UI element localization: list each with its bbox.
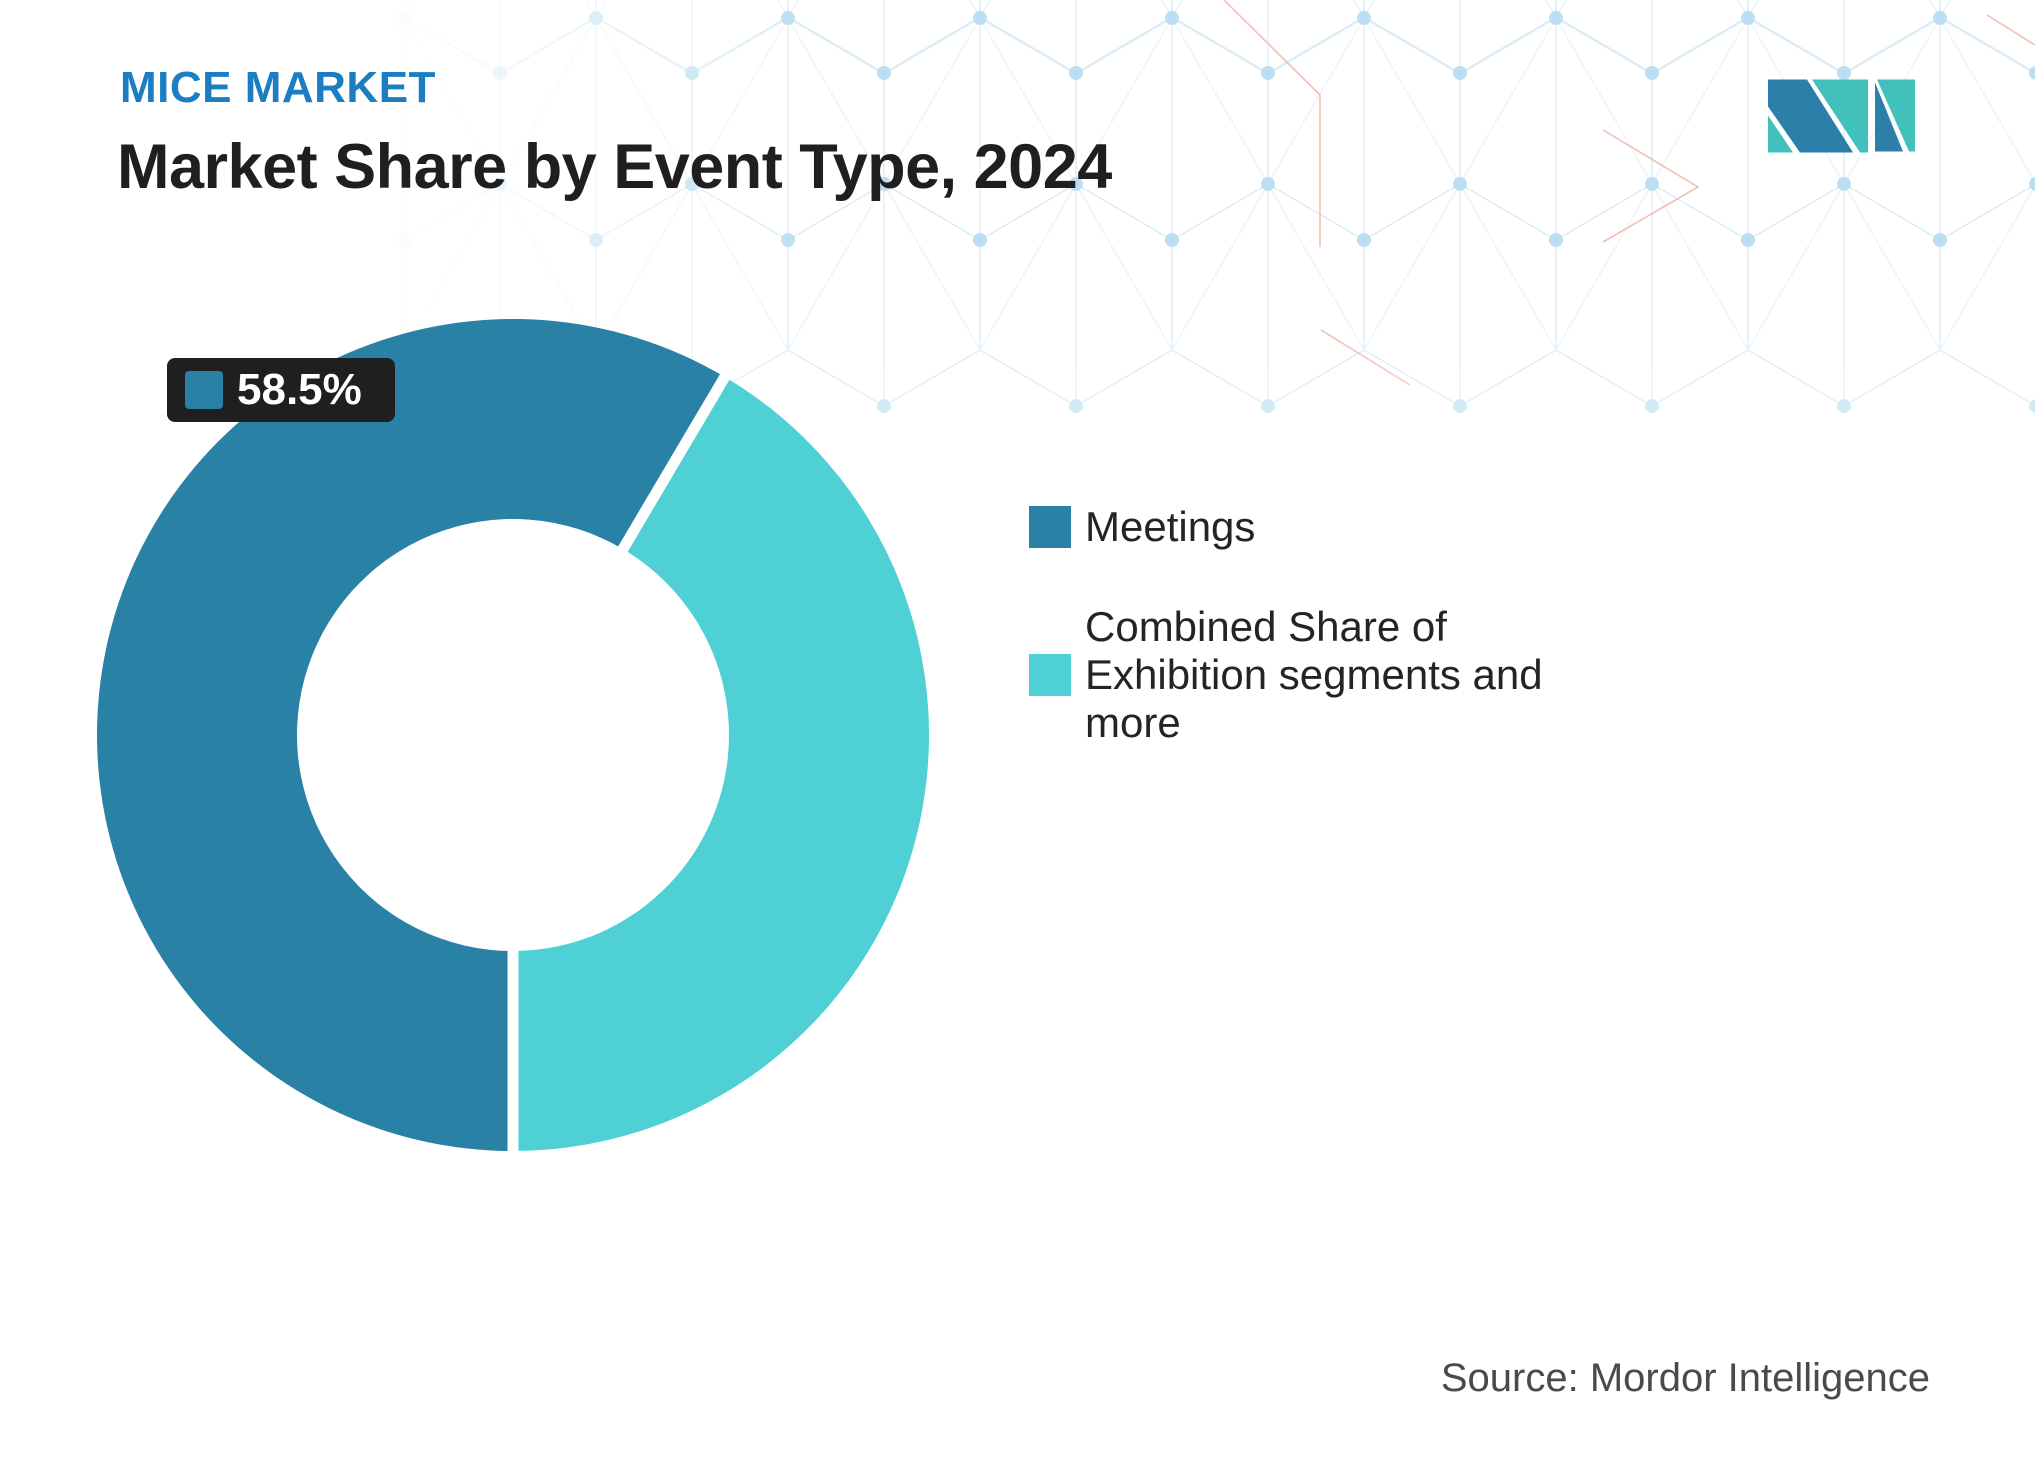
mesh-node-dot (1933, 233, 1947, 247)
mesh-node-dot (1261, 399, 1275, 413)
mesh-node-dot (1741, 11, 1755, 25)
legend-swatch-meetings (1029, 506, 1071, 548)
mesh-node-dot (1453, 399, 1467, 413)
mesh-node-dot (781, 11, 795, 25)
slice-gap (615, 369, 733, 557)
mesh-lines (1223, 0, 2035, 386)
mesh-node-dot (1069, 66, 1083, 80)
report-kicker: MICE MARKET (120, 63, 436, 112)
legend-item-exhibition[interactable]: Combined Share of Exhibition segments an… (1029, 603, 1640, 747)
legend-label-meetings: Meetings (1085, 503, 1256, 550)
mesh-node-dot (973, 233, 987, 247)
mesh-node-dot (1453, 177, 1467, 191)
mesh-node-dot (1261, 66, 1275, 80)
logo-right-blue-triangle (1875, 82, 1903, 152)
mesh-node-dot (1549, 11, 1563, 25)
legend-label-exhibition: Combined Share of Exhibition segments an… (1085, 603, 1543, 746)
logo-mid-teal-wedge (1812, 79, 1868, 153)
chart-legend: Meetings Combined Share of Exhibition se… (1029, 503, 1640, 747)
mesh-node-dot (1933, 11, 1947, 25)
mesh-node-dot (493, 177, 507, 191)
mesh-node-dot (1741, 233, 1755, 247)
logo-right-teal-shape (1877, 79, 1915, 152)
mesh-node-dot (877, 66, 891, 80)
mesh-node-dot (1645, 66, 1659, 80)
mesh-node-dot (1453, 66, 1467, 80)
mesh-node-dot (877, 177, 891, 191)
data-label-callout: 58.5% (167, 358, 395, 422)
hex-pattern-background (335, 0, 2035, 560)
logo-left-teal-triangle (1768, 115, 1793, 153)
mesh-node-dot (1837, 66, 1851, 80)
legend-item-meetings[interactable]: Meetings (1029, 503, 1640, 551)
mesh-node-dot (589, 11, 603, 25)
mesh-node-dot (2029, 177, 2035, 191)
source-attribution: Source: Mordor Intelligence (1440, 1356, 1930, 1400)
mesh-node-dot (1069, 399, 1083, 413)
mesh-node-dot (1165, 11, 1179, 25)
mesh-node-dot (973, 11, 987, 25)
mesh-node-dot (2029, 399, 2035, 413)
data-label-value: 58.5% (237, 365, 362, 414)
mesh-node-dot (589, 233, 603, 247)
mesh-node-dot (1645, 177, 1659, 191)
donut-slice-meetings[interactable] (97, 319, 725, 1152)
meetings-color-swatch (185, 371, 223, 409)
mesh-node-dot (2029, 66, 2035, 80)
mordor-intelligence-logo (1768, 79, 1915, 153)
chart-title: Market Share by Event Type, 2024 (117, 132, 1112, 202)
mesh-node-dot (1837, 399, 1851, 413)
mesh-node-dot (397, 11, 411, 25)
mesh-node-dot (1261, 177, 1275, 191)
mesh-node-dot (685, 66, 699, 80)
mesh-node-dot (1069, 177, 1083, 191)
mesh-node-dot (1837, 177, 1851, 191)
mesh-node-dot (781, 233, 795, 247)
legend-swatch-exhibition (1029, 654, 1071, 696)
mesh-node-dot (1549, 233, 1563, 247)
donut-chart (97, 319, 929, 1156)
mesh-node-dot (397, 233, 411, 247)
mesh-node-dot (1165, 233, 1179, 247)
mesh-node-dot (1645, 399, 1659, 413)
donut-slice-combined[interactable] (513, 376, 929, 1151)
mesh-node-dot (685, 177, 699, 191)
mesh-node-dot (1357, 233, 1371, 247)
mesh-node-dot (1357, 11, 1371, 25)
mesh-node-dot (493, 66, 507, 80)
mesh-lines (335, 0, 2035, 351)
mesh-lines (403, 0, 1941, 406)
hex-mesh-svg (335, 0, 2035, 413)
mesh-node-dot (877, 399, 891, 413)
logo-left-blue-shape (1768, 79, 1853, 153)
